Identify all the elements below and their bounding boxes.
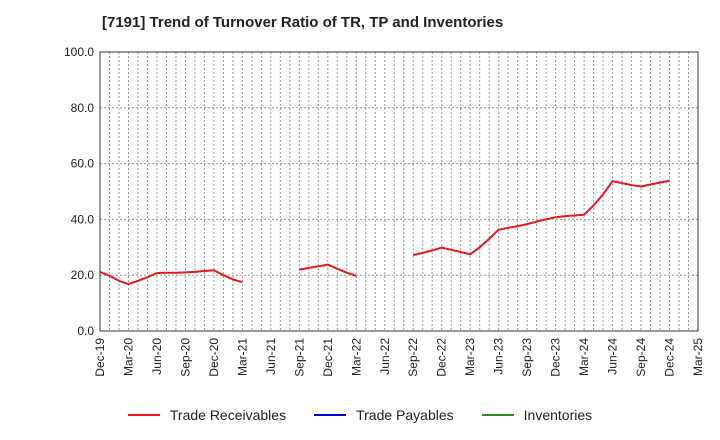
x-tick-label: Mar-25 (691, 338, 705, 376)
x-tick-label: Sep-21 (292, 338, 306, 377)
x-tick-label: Sep-20 (178, 338, 192, 377)
x-tick-label: Jun-22 (378, 338, 392, 375)
legend-swatch (127, 414, 160, 416)
legend-item-trade-receivables: Trade Receivables (127, 407, 287, 423)
x-tick-label: Jun-21 (264, 338, 278, 375)
y-tick-label: 60.0 (71, 157, 95, 171)
series-line-trade-receivables (299, 263, 357, 277)
x-tick-label: Dec-22 (435, 338, 449, 377)
x-tick-label: Dec-23 (549, 338, 563, 377)
y-tick-label: 40.0 (71, 212, 95, 226)
y-axis-ticks: 0.0 20.0 40.0 60.0 80.0 100.0 (64, 45, 94, 338)
legend-swatch (481, 414, 514, 416)
legend-label: Trade Receivables (169, 407, 287, 423)
y-tick-label: 0.0 (77, 324, 94, 338)
x-tick-label: Sep-22 (406, 338, 420, 377)
legend: Trade Receivables Trade Payables Inventori… (0, 404, 720, 426)
x-tick-label: Mar-22 (349, 338, 363, 376)
x-tick-label: Jun-23 (492, 338, 506, 375)
series-line-trade-receivables (99, 269, 243, 286)
x-tick-label: Mar-24 (577, 338, 591, 376)
legend-label: Inventories (523, 407, 593, 423)
legend-item-trade-payables: Trade Payables (314, 407, 454, 423)
y-tick-label: 80.0 (71, 101, 95, 115)
x-tick-label: Dec-20 (207, 338, 221, 377)
x-tick-label: Jun-24 (606, 338, 620, 375)
grid-layer (100, 52, 698, 331)
series-layer (99, 179, 670, 286)
x-tick-label: Sep-24 (634, 338, 648, 377)
x-tick-label: Mar-23 (463, 338, 477, 376)
plot-area (100, 52, 698, 331)
y-tick-label: 20.0 (71, 268, 95, 282)
x-tick-label: Mar-20 (121, 338, 135, 376)
x-tick-label: Dec-21 (321, 338, 335, 377)
x-tick-label: Mar-21 (235, 338, 249, 376)
legend-item-inventories: Inventories (481, 407, 593, 423)
series-line-trade-receivables (412, 179, 670, 257)
x-tick-label: Jun-20 (150, 338, 164, 375)
legend-swatch (314, 414, 347, 416)
x-tick-label: Dec-19 (93, 338, 107, 377)
y-tick-label: 100.0 (64, 45, 94, 59)
x-tick-label: Dec-24 (663, 338, 677, 377)
chart-title: [7191] Trend of Turnover Ratio of TR, TP… (102, 14, 504, 31)
x-axis-ticks: Dec-19 Mar-20 Jun-20 Sep-20 Dec-20 Mar-21 Jun-… (93, 338, 705, 377)
plot-border (99, 51, 699, 332)
legend-label: Trade Payables (356, 407, 454, 423)
x-tick-label: Sep-23 (520, 338, 534, 377)
